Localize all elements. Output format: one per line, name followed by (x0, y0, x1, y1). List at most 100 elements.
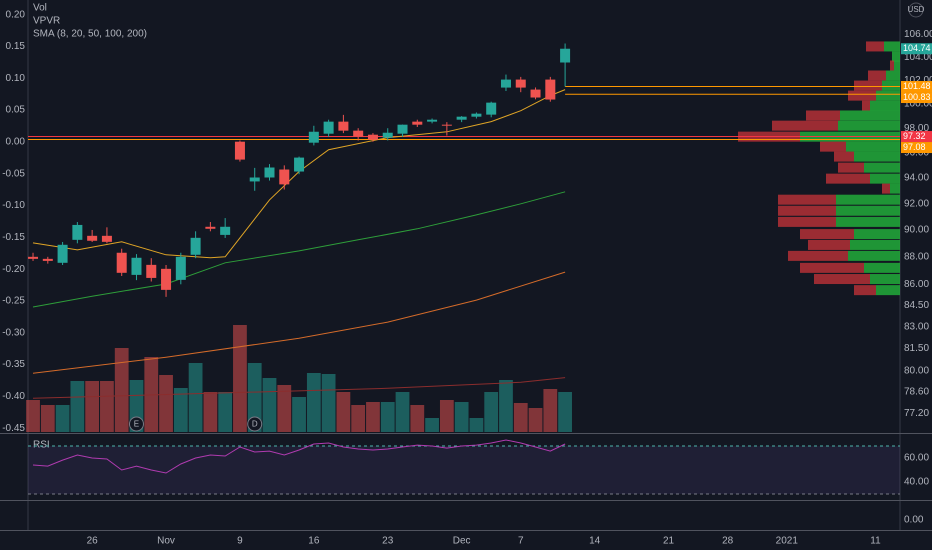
vpvr-up (840, 110, 900, 121)
candle-body (72, 224, 83, 240)
x-tick-label: 23 (382, 536, 394, 547)
candle-body (353, 130, 364, 137)
y-tick-label: 80.00 (904, 365, 929, 376)
legend-sma: SMA (8, 20, 50, 100, 200) (33, 29, 147, 40)
y2-tick-label: -0.30 (2, 327, 25, 338)
vpvr-up (876, 285, 900, 296)
x-tick-label: 9 (237, 536, 243, 547)
vpvr-down (772, 120, 838, 131)
volume-bar (203, 392, 218, 432)
vpvr-down (778, 194, 836, 205)
rsi-tick-label: 60.00 (904, 453, 929, 464)
volume-bar (558, 392, 572, 432)
volume-bar (439, 400, 454, 432)
candle-body (116, 252, 127, 273)
volume-bar (351, 405, 366, 432)
candle-body (456, 116, 467, 120)
volume-bar (454, 402, 469, 432)
x-tick-label: 16 (308, 536, 320, 547)
lower-tick-label: 0.00 (904, 515, 924, 526)
vpvr-up (876, 90, 900, 101)
currency-badge[interactable] (908, 2, 924, 18)
candle-body (560, 48, 571, 63)
vpvr-down (890, 60, 894, 71)
candle-body (412, 121, 423, 125)
y-tick-label: 106.00 (904, 29, 932, 40)
vpvr-up (836, 205, 900, 216)
sma-line (32, 191, 566, 308)
currency[interactable]: USD (908, 5, 925, 14)
legend-vol: Vol (33, 3, 47, 14)
x-tick-label: 28 (722, 536, 734, 547)
vpvr-down (838, 162, 864, 173)
candle-body (264, 167, 275, 178)
volume-bar (26, 400, 40, 432)
volume-bar (484, 392, 499, 432)
x-tick-label: 26 (87, 536, 99, 547)
y-tick-label: 102.00 (904, 75, 932, 86)
y-tick-label: 86.00 (904, 279, 929, 290)
vpvr-up (854, 151, 900, 162)
candle-body (161, 268, 172, 290)
x-tick-label: Nov (157, 536, 175, 547)
vpvr-down (808, 239, 850, 250)
vpvr-down (848, 90, 876, 101)
y-tick-label: 84.50 (904, 300, 929, 311)
price-label: 104.74 (903, 43, 931, 53)
price-label: 97.32 (903, 131, 926, 141)
vpvr-up (870, 100, 900, 111)
candle-body (427, 119, 438, 122)
y-tick-label: 92.00 (904, 198, 929, 209)
price-label-box (901, 43, 932, 55)
x-tick-label: 11 (870, 536, 881, 547)
event-marker (247, 416, 263, 432)
y2-tick-label: -0.15 (2, 232, 25, 243)
y2-tick-label: -0.40 (2, 391, 25, 402)
y2-tick-label: -0.20 (2, 264, 25, 275)
vpvr-down (788, 250, 848, 261)
volume-bar (247, 363, 262, 432)
y-tick-label: 98.00 (904, 123, 929, 134)
candle-body (175, 256, 186, 280)
candle-body (249, 177, 260, 182)
vpvr-down (806, 110, 840, 121)
candle-body (131, 257, 142, 275)
vpvr-down (854, 285, 876, 296)
vpvr-down (882, 183, 890, 194)
vpvr-up (894, 60, 900, 71)
legend-vpvr: VPVR (33, 16, 60, 27)
volume-bar (85, 381, 100, 432)
candle-body (530, 89, 541, 98)
price-label-box (901, 142, 932, 154)
volume-bar (321, 374, 336, 432)
volume-bar (306, 373, 321, 432)
vpvr-up (864, 162, 900, 173)
x-tick-label: Dec (453, 536, 471, 547)
candle-body (190, 237, 201, 255)
volume-bar (114, 348, 129, 432)
vpvr-up (846, 141, 900, 152)
y-tick-label: 83.00 (904, 321, 929, 332)
candle-body (382, 132, 393, 138)
price-label: 101.48 (903, 81, 931, 91)
y2-tick-label: 0.10 (6, 73, 26, 84)
volume-bar (292, 397, 306, 432)
rsi-title: RSI (33, 440, 50, 451)
y-tick-label: 81.50 (904, 343, 929, 354)
price-label: 97.08 (903, 142, 926, 152)
y2-tick-label: -0.10 (2, 200, 25, 211)
volume-bar (55, 405, 70, 432)
y2-tick-label: 0.20 (6, 9, 26, 20)
candle-body (294, 157, 305, 172)
y2-tick-label: 0.05 (6, 105, 26, 116)
volume-bar (100, 381, 114, 432)
volume-bar (40, 405, 55, 432)
vpvr-up (854, 229, 900, 240)
price-label: 100.83 (903, 92, 931, 102)
candle-body (87, 235, 98, 241)
sma-line (32, 377, 566, 399)
x-tick-label: 21 (663, 536, 675, 547)
y2-tick-label: 0.00 (6, 137, 26, 148)
candle-body (323, 121, 334, 134)
